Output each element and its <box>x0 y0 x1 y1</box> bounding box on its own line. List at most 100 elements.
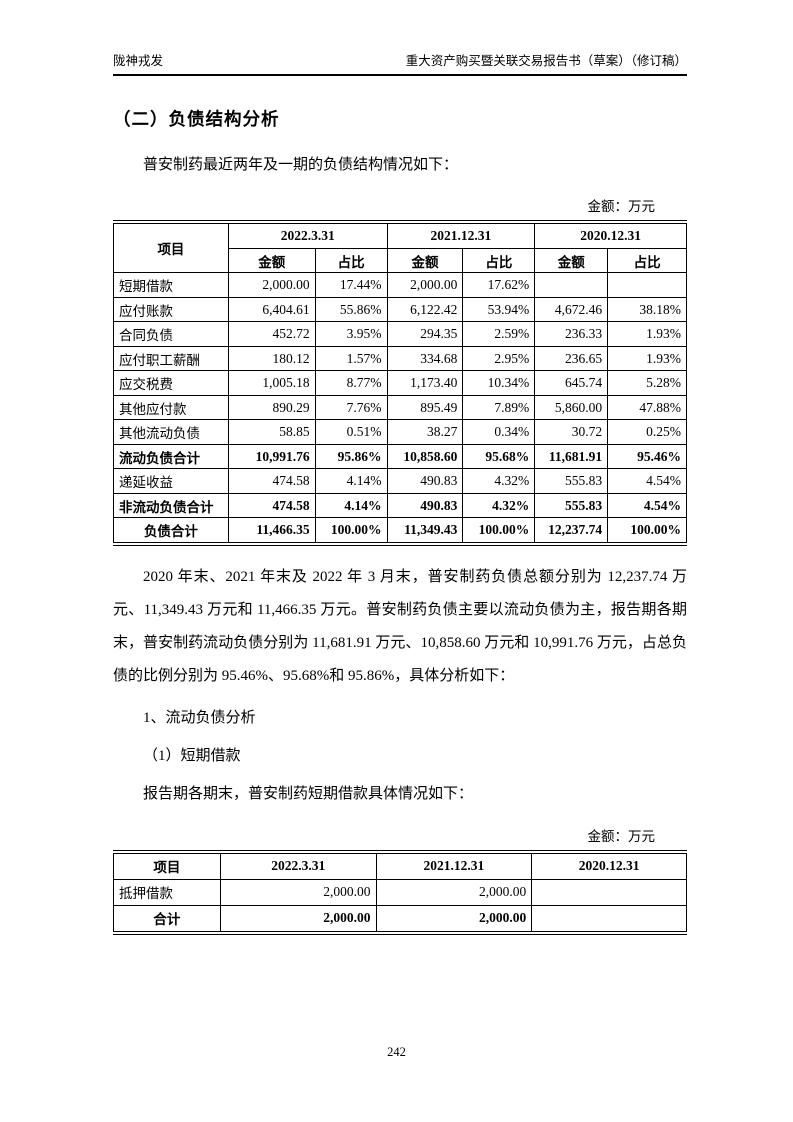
table1-body: 短期借款 2,000.00 17.44% 2,000.00 17.62% 应付账款 6,40… <box>113 272 687 545</box>
row-value-cell: 890.29 <box>227 394 316 421</box>
row-value-cell: 11,681.91 <box>534 443 609 470</box>
table-row: 合同负债 452.72 3.95% 294.35 2.59% 236.33 1.93% <box>113 321 687 347</box>
table-row: 其他流动负债 58.85 0.51% 38.27 0.34% 30.72 0.25% <box>113 419 687 445</box>
row-value-cell: 4.32% <box>462 492 536 519</box>
row-value-cell: 10,991.76 <box>227 443 316 470</box>
row-value-cell: 490.83 <box>386 492 464 519</box>
row-value-cell: 895.49 <box>386 394 464 421</box>
row-value-cell: 2.59% <box>462 321 536 347</box>
row-item-label: 应付职工薪酬 <box>113 345 229 372</box>
table-row: 合计 2,000.00 2,000.00 <box>113 904 687 933</box>
subsection-heading-short-term-loans: （1）短期借款 <box>143 748 241 764</box>
row-value-cell: 100.00% <box>607 517 687 545</box>
row-value-cell: 95.68% <box>462 443 536 470</box>
row-value-cell: 645.74 <box>534 370 609 396</box>
row-item-label: 应交税费 <box>113 370 229 396</box>
col-header-amount-2020: 金额 <box>534 247 609 274</box>
row-value-cell: 2,000.00 <box>386 272 464 298</box>
section-title: （二）负债结构分析 <box>113 109 280 129</box>
col-header-ratio-2022: 占比 <box>314 247 388 274</box>
table-row: 应付账款 6,404.61 55.86% 6,122.42 53.94% 4,672.46… <box>113 296 687 323</box>
liability-structure-table: 项目 2022.3.31 2021.12.31 2020.12.31 金额 占比… <box>113 220 687 546</box>
row-value-cell: 100.00% <box>314 517 388 545</box>
row-value-cell: 8.77% <box>314 370 388 396</box>
row-value-cell: 0.34% <box>462 419 536 445</box>
col-header-amount-2022: 金额 <box>227 247 316 274</box>
row-value-cell: 236.33 <box>534 321 609 347</box>
table-row: 其他应付款 890.29 7.76% 895.49 7.89% 5,860.00 47.88… <box>113 394 687 421</box>
row-value-cell: 474.58 <box>227 492 316 519</box>
row-value-cell: 1.93% <box>607 321 687 347</box>
row-value-cell <box>607 272 687 298</box>
row-value-cell: 2,000.00 <box>219 904 377 933</box>
row-value-cell <box>531 904 687 933</box>
row-value-cell: 555.83 <box>534 492 609 519</box>
row-value-cell: 38.27 <box>386 419 464 445</box>
row-item-label: 其他应付款 <box>113 394 229 421</box>
row-value-cell: 53.94% <box>462 296 536 323</box>
row-value-cell: 4.14% <box>314 468 388 494</box>
row-value-cell: 12,237.74 <box>534 517 609 545</box>
row-value-cell: 10.34% <box>462 370 536 396</box>
col-header-2021: 2021.12.31 <box>375 851 533 880</box>
row-item-label: 负债合计 <box>113 517 229 545</box>
table-row: 应付职工薪酬 180.12 1.57% 334.68 2.95% 236.65 1.93% <box>113 345 687 372</box>
row-value-cell: 0.51% <box>314 419 388 445</box>
row-value-cell: 38.18% <box>607 296 687 323</box>
row-value-cell: 4.54% <box>607 492 687 519</box>
header-right-text: 重大资产购买暨关联交易报告书（草案）（修订稿） <box>405 54 687 68</box>
document-header: 陇神戎发 重大资产购买暨关联交易报告书（草案）（修订稿） <box>113 50 687 76</box>
row-value-cell: 7.89% <box>462 394 536 421</box>
table-row: 流动负债合计 10,991.76 95.86% 10,858.60 95.68% 11,6… <box>113 443 687 470</box>
table1-header-row-2: 金额 占比 金额 占比 金额 占比 <box>114 247 687 274</box>
row-value-cell: 95.46% <box>607 443 687 470</box>
col-header-period-2021: 2021.12.31 <box>386 221 536 249</box>
row-item-label: 合计 <box>113 904 221 933</box>
row-value-cell: 30.72 <box>534 419 609 445</box>
row-value-cell: 6,122.42 <box>386 296 464 323</box>
header-left-text: 陇神戎发 <box>113 54 164 68</box>
row-value-cell: 95.86% <box>314 443 388 470</box>
col-header-item: 项目 <box>113 851 221 880</box>
row-value-cell <box>534 272 609 298</box>
col-header-ratio-2020: 占比 <box>607 247 687 274</box>
col-header-2022: 2022.3.31 <box>219 851 377 880</box>
row-item-label: 其他流动负债 <box>113 419 229 445</box>
row-item-label: 抵押借款 <box>113 878 221 906</box>
col-header-ratio-2021: 占比 <box>462 247 536 274</box>
col-header-amount-2021: 金额 <box>386 247 464 274</box>
table1-header-row-1: 项目 2022.3.31 2021.12.31 2020.12.31 <box>113 221 687 274</box>
row-item-label: 流动负债合计 <box>113 443 229 470</box>
row-value-cell: 334.68 <box>386 345 464 372</box>
col-header-item: 项目 <box>113 221 229 274</box>
row-value-cell: 58.85 <box>227 419 316 445</box>
row-value-cell: 452.72 <box>227 321 316 347</box>
col-header-period-2020: 2020.12.31 <box>534 221 687 249</box>
table2-header: 项目 2022.3.31 2021.12.31 2020.12.31 <box>113 851 687 880</box>
table-row: 应交税费 1,005.18 8.77% 1,173.40 10.34% 645.74 5.2… <box>113 370 687 396</box>
row-value-cell: 17.62% <box>462 272 536 298</box>
row-value-cell: 6,404.61 <box>227 296 316 323</box>
row-value-cell: 4,672.46 <box>534 296 609 323</box>
row-item-label: 短期借款 <box>113 272 229 298</box>
row-value-cell: 474.58 <box>227 468 316 494</box>
row-item-label: 合同负债 <box>113 321 229 347</box>
row-value-cell: 5.28% <box>607 370 687 396</box>
intro-paragraph: 普安制药最近两年及一期的负债结构情况如下： <box>143 157 459 173</box>
row-value-cell: 11,349.43 <box>386 517 464 545</box>
row-value-cell: 10,858.60 <box>386 443 464 470</box>
page-number: 242 <box>387 1045 406 1059</box>
table-row: 短期借款 2,000.00 17.44% 2,000.00 17.62% <box>113 272 687 298</box>
table2-header-row: 项目 2022.3.31 2021.12.31 2020.12.31 <box>113 851 687 880</box>
row-value-cell: 490.83 <box>386 468 464 494</box>
short-term-loan-table: 项目 2022.3.31 2021.12.31 2020.12.31 抵押借款 2… <box>113 849 687 935</box>
row-value-cell: 5,860.00 <box>534 394 609 421</box>
table-row: 负债合计 11,466.35 100.00% 11,349.43 100.00% 12,2… <box>113 517 687 545</box>
row-value-cell: 4.54% <box>607 468 687 494</box>
table2-body: 抵押借款 2,000.00 2,000.00 合计 2,000.00 2,000.00 <box>113 878 687 933</box>
row-item-label: 递延收益 <box>113 468 229 494</box>
table1-header: 项目 2022.3.31 2021.12.31 2020.12.31 金额 占比… <box>113 221 687 274</box>
row-value-cell: 1,005.18 <box>227 370 316 396</box>
col-header-2020: 2020.12.31 <box>531 851 687 880</box>
